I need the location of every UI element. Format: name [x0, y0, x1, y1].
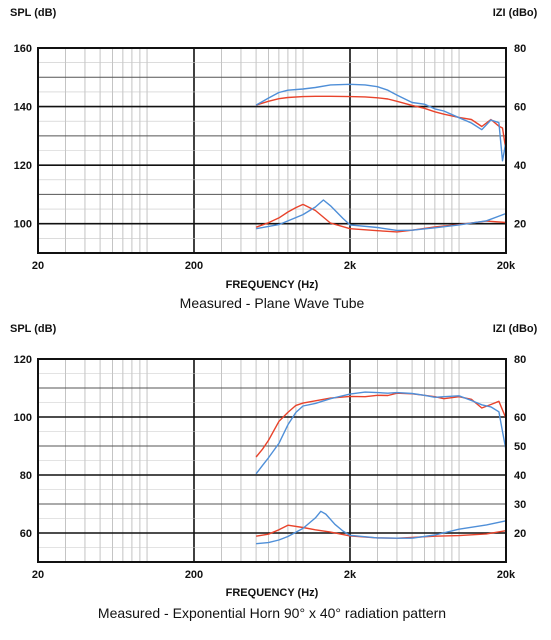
- y-tick-label: 100: [14, 412, 32, 424]
- series-line-1-left: [255, 95, 507, 151]
- x-tick-label: 20: [32, 569, 44, 581]
- y2-tick-label: 50: [514, 441, 526, 453]
- y-tick-label: 120: [14, 160, 32, 172]
- y-tick-label: 60: [20, 528, 32, 540]
- y2-tick-label: 80: [514, 43, 526, 55]
- chart1-grid: [38, 48, 506, 253]
- y2-tick-label: 80: [514, 354, 526, 366]
- chart2-ticks: 20 200 2k 20k 120 100 80 60 80 60 50 40 30 20: [14, 354, 527, 581]
- y2-tick-label: 40: [514, 160, 526, 172]
- chart2-y2label: IZI (dBo): [493, 323, 538, 335]
- x-tick-label: 20k: [497, 260, 516, 272]
- chart2-xlabel: FREQUENCY (Hz): [226, 587, 319, 599]
- y-tick-label: 140: [14, 102, 32, 114]
- chart1-ylabel: SPL (dB): [10, 7, 57, 19]
- chart2-grid: [38, 359, 506, 562]
- y-tick-label: 100: [14, 219, 32, 231]
- x-tick-label: 2k: [344, 260, 357, 272]
- x-tick-label: 2k: [344, 569, 357, 581]
- y2-tick-label: 60: [514, 412, 526, 424]
- y-tick-label: 160: [14, 43, 32, 55]
- y-tick-label: 120: [14, 354, 32, 366]
- x-tick-label: 200: [185, 569, 203, 581]
- y-tick-label: 80: [20, 470, 32, 482]
- y2-tick-label: 20: [514, 528, 526, 540]
- series-line-2-left: [255, 83, 507, 162]
- y2-tick-label: 60: [514, 102, 526, 114]
- chart2-frame: [37, 358, 507, 563]
- series-line-4-right: [256, 510, 507, 545]
- chart2-ylabel: SPL (dB): [10, 323, 57, 335]
- y2-tick-label: 30: [514, 499, 526, 511]
- chart-2: SPL (dB) IZI (dBo) 20 200 2k 20k 120 100 80 60 8…: [10, 323, 538, 621]
- x-tick-label: 20: [32, 260, 44, 272]
- chart-1: SPL (dB) IZI (dBo) 20 200 2k 20k 160 140 120 10…: [10, 7, 538, 311]
- y2-tick-label: 20: [514, 219, 526, 231]
- x-tick-label: 20k: [497, 569, 516, 581]
- chart1-plot: [255, 83, 507, 233]
- chart2-title: Measured - Exponential Horn 90° x 40° ra…: [98, 605, 446, 621]
- chart1-y2label: IZI (dBo): [493, 7, 538, 19]
- chart1-ticks: 20 200 2k 20k 160 140 120 100 80 60 40 20: [14, 43, 527, 272]
- chart2-plot: [255, 391, 507, 545]
- chart1-title: Measured - Plane Wave Tube: [180, 295, 365, 311]
- series-line-4-right: [255, 199, 507, 232]
- y2-tick-label: 40: [514, 470, 526, 482]
- series-line-2-left: [255, 391, 507, 475]
- chart1-frame: [37, 47, 507, 254]
- chart1-xlabel: FREQUENCY (Hz): [226, 279, 319, 291]
- x-tick-label: 200: [185, 260, 203, 272]
